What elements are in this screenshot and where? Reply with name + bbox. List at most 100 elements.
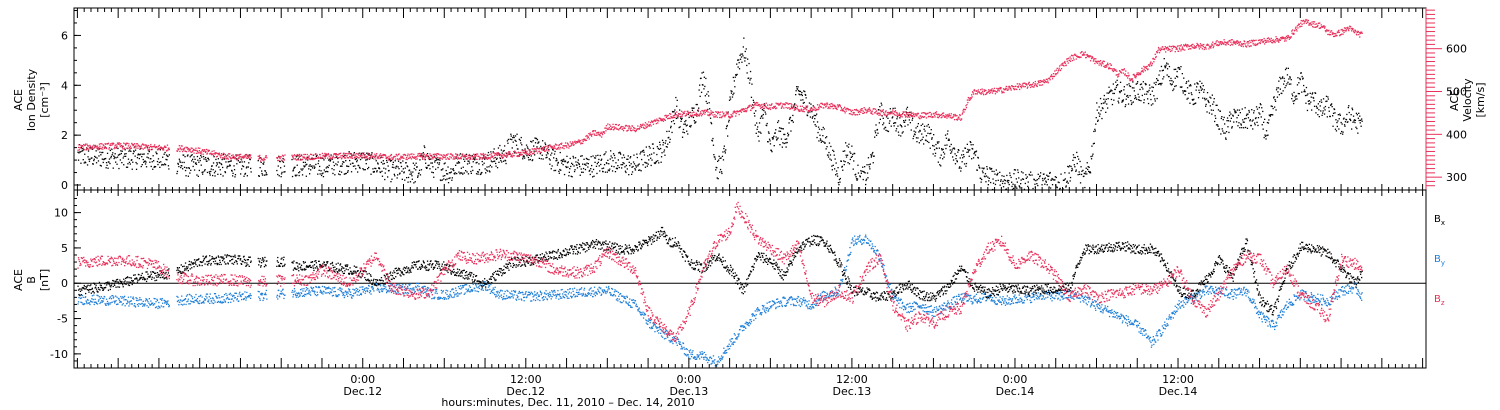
velocity-series-point: [299, 159, 301, 161]
density-series-point: [951, 149, 953, 151]
velocity-series-point: [358, 152, 361, 154]
density-series-point: [855, 173, 857, 175]
velocity-series-point: [1196, 42, 1198, 45]
density-series-point: [572, 157, 575, 159]
velocity-series-point: [199, 147, 201, 149]
velocity-series-point: [511, 156, 513, 158]
density-series-point: [1353, 120, 1355, 122]
velocity-series-point: [322, 157, 325, 159]
density-series-point: [187, 175, 189, 177]
velocity-series-point: [530, 153, 532, 155]
velocity-series-point: [129, 147, 131, 149]
velocity-series-point: [963, 111, 965, 113]
velocity-series-point: [855, 109, 857, 111]
density-series-point: [1095, 117, 1097, 119]
velocity-series-point: [1060, 68, 1063, 70]
velocity-series-point: [719, 111, 722, 113]
velocity-series-point: [764, 103, 766, 106]
velocity-series-point: [552, 147, 554, 149]
density-series-point: [1350, 119, 1352, 122]
density-series-point: [698, 89, 700, 91]
density-series-point: [222, 175, 224, 177]
velocity-series-point: [439, 154, 441, 156]
density-series-point: [725, 127, 727, 130]
density-series-point: [661, 139, 664, 141]
velocity-series-point: [379, 157, 381, 160]
density-series-point: [431, 171, 433, 173]
velocity-series-point: [460, 158, 462, 160]
density-series-point: [874, 132, 877, 134]
density-series-point: [1042, 179, 1044, 182]
density-series-point: [673, 123, 676, 125]
velocity-series-point: [1049, 77, 1051, 79]
density-series-point: [920, 139, 922, 142]
density-series-point: [390, 181, 392, 183]
velocity-series-point: [420, 153, 422, 155]
density-series-point: [729, 96, 731, 98]
velocity-series-point: [473, 153, 475, 156]
density-series-point: [737, 59, 739, 61]
velocity-series-point: [685, 114, 687, 117]
velocity-series-point: [687, 110, 689, 112]
velocity-series-point: [562, 147, 564, 149]
velocity-series-point: [399, 157, 402, 159]
velocity-series-point: [317, 156, 319, 158]
velocity-series-point: [1144, 66, 1146, 68]
density-series-point: [857, 172, 860, 174]
velocity-series-point: [628, 127, 630, 129]
density-series-point: [817, 126, 820, 128]
velocity-series-point: [1151, 64, 1153, 66]
density-series-point: [444, 175, 446, 177]
velocity-series-point: [1146, 67, 1148, 70]
density-series-point: [1132, 81, 1134, 83]
density-series-point: [1016, 187, 1018, 189]
velocity-series-point: [780, 102, 782, 104]
velocity-series-point: [1105, 64, 1107, 66]
density-series-point: [838, 178, 841, 181]
density-series-point: [149, 161, 151, 163]
density-series-point: [706, 102, 708, 104]
velocity-series-point: [544, 146, 546, 148]
density-series-point: [1106, 103, 1108, 105]
velocity-series-point: [277, 159, 279, 162]
velocity-series-point: [1046, 78, 1048, 80]
density-series-point: [848, 163, 851, 165]
density-series-point: [435, 168, 437, 170]
density-series-point: [736, 73, 738, 76]
velocity-series-point: [141, 144, 143, 146]
velocity-series-point: [1191, 44, 1193, 46]
density-series-point: [952, 159, 955, 161]
velocity-series-point: [894, 111, 896, 113]
velocity-series-point: [945, 114, 947, 116]
density-series-point: [504, 145, 506, 147]
density-series-point: [364, 169, 366, 171]
density-series-point: [496, 157, 498, 159]
density-series-point: [138, 157, 140, 160]
density-series-point: [644, 166, 647, 168]
density-series-point: [341, 163, 344, 165]
density-series-point: [569, 157, 571, 160]
velocity-series-point: [235, 154, 237, 156]
velocity-series-point: [788, 107, 790, 109]
density-series-point: [1090, 155, 1092, 158]
density-series-point: [993, 170, 995, 173]
density-series-point: [1322, 110, 1324, 112]
density-series-point: [373, 170, 375, 173]
velocity-series-point: [634, 127, 636, 130]
density-series-point: [799, 90, 802, 93]
density-series-point: [563, 173, 566, 176]
velocity-series-point: [859, 110, 861, 113]
velocity-series-point: [491, 156, 493, 158]
density-series-point: [936, 141, 939, 143]
density-series-point: [1313, 105, 1316, 107]
density-series-point: [1332, 115, 1334, 117]
velocity-series-point: [670, 116, 673, 118]
density-series-point: [1263, 136, 1265, 139]
velocity-series-point: [689, 112, 691, 114]
density-series-point: [639, 153, 641, 155]
density-series-point: [310, 169, 312, 171]
density-series-point: [1355, 112, 1358, 114]
density-series-point: [830, 159, 832, 161]
density-series-point: [512, 141, 514, 143]
density-series-point: [625, 171, 627, 174]
